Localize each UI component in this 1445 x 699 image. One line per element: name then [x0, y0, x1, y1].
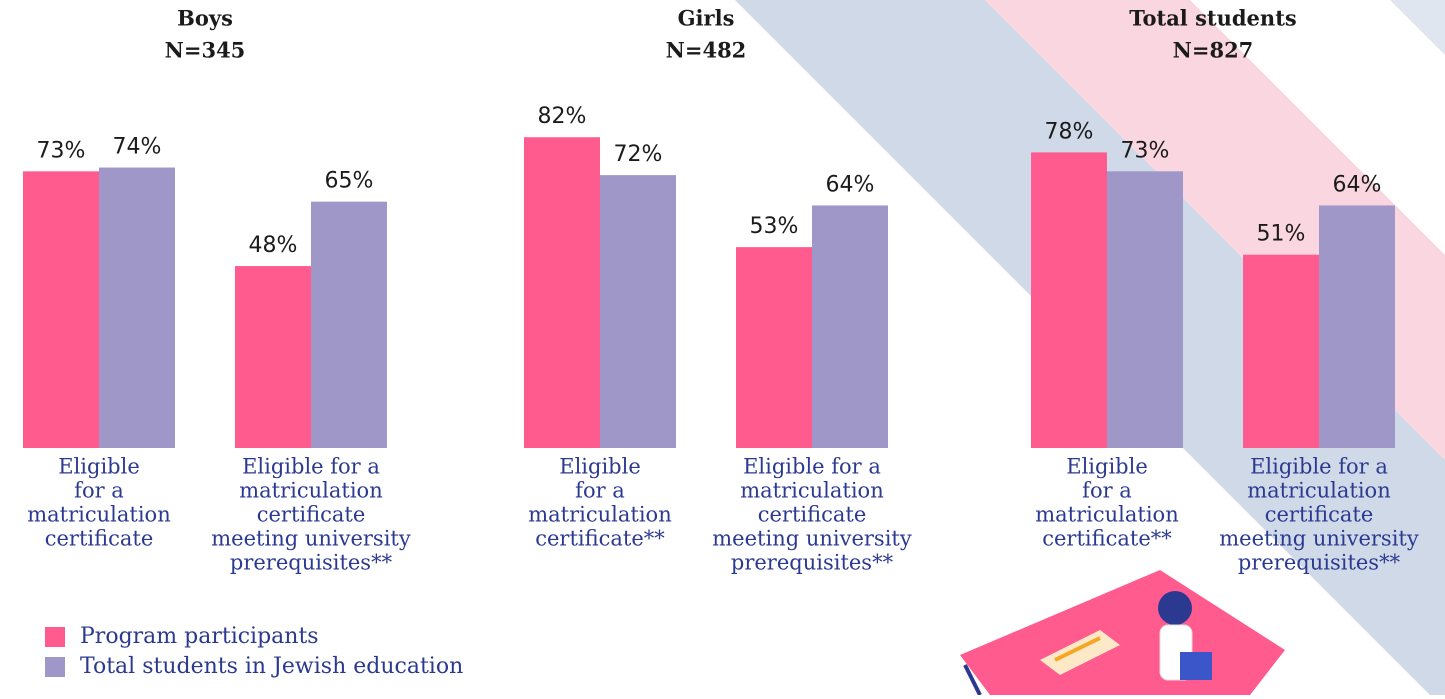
head — [1158, 591, 1192, 625]
bar — [1243, 254, 1319, 448]
category-label: matriculation — [740, 479, 883, 503]
value-label: 78% — [1045, 119, 1094, 144]
category-label: for a — [575, 479, 625, 503]
stripe — [1390, 0, 1445, 55]
legend-label: Total students in Jewish education — [80, 654, 463, 679]
panel-title: Total students — [1129, 6, 1296, 31]
panel-subtitle: N=482 — [666, 38, 747, 63]
value-label: 65% — [325, 169, 374, 194]
category-label: matriculation — [239, 479, 382, 503]
chair — [963, 664, 982, 696]
desk — [960, 570, 1285, 695]
bar — [736, 247, 812, 448]
value-label: 64% — [1333, 172, 1382, 197]
category-label: certificate — [257, 503, 366, 527]
value-label: 48% — [249, 233, 298, 258]
value-label: 53% — [750, 214, 799, 239]
category-label: certificate — [758, 503, 867, 527]
bar — [311, 201, 387, 448]
bar — [23, 171, 99, 448]
value-label: 73% — [1121, 138, 1170, 163]
legend-label: Program participants — [80, 624, 319, 649]
category-label: Eligible — [58, 455, 140, 479]
category-label: matriculation — [27, 503, 170, 527]
category-label: prerequisites** — [1238, 551, 1401, 575]
category-label: Eligible for a — [1250, 455, 1388, 479]
category-label: certificate — [1265, 503, 1374, 527]
value-label: 72% — [614, 142, 663, 167]
bar — [1319, 205, 1395, 448]
paper-line — [1054, 636, 1101, 662]
category-label: certificate** — [535, 527, 665, 551]
category-label: Eligible for a — [242, 455, 380, 479]
category-label: meeting university — [1219, 527, 1419, 551]
book — [1180, 652, 1212, 680]
category-label: meeting university — [712, 527, 912, 551]
category-label: certificate — [45, 527, 154, 551]
category-label: prerequisites** — [731, 551, 894, 575]
panel-title: Girls — [678, 6, 735, 31]
legend-swatch — [45, 627, 65, 647]
value-label: 64% — [826, 172, 875, 197]
value-label: 82% — [538, 104, 587, 129]
panel-subtitle: N=345 — [165, 38, 246, 63]
category-label: Eligible — [1066, 455, 1148, 479]
panel-title: Boys — [177, 6, 233, 31]
category-label: matriculation — [1035, 503, 1178, 527]
legend-swatch — [45, 657, 65, 677]
category-label: Eligible — [559, 455, 641, 479]
bar — [235, 266, 311, 448]
paper — [1040, 630, 1120, 675]
bar — [812, 205, 888, 448]
illustration — [960, 570, 1285, 696]
category-label: matriculation — [1247, 479, 1390, 503]
bar — [99, 167, 175, 449]
value-label: 73% — [37, 138, 86, 163]
bar — [1107, 171, 1183, 448]
category-label: meeting university — [211, 527, 411, 551]
category-label: for a — [74, 479, 124, 503]
category-label: prerequisites** — [230, 551, 393, 575]
value-label: 51% — [1257, 222, 1306, 247]
category-label: certificate** — [1042, 527, 1172, 551]
bar — [600, 175, 676, 448]
bar — [524, 137, 600, 448]
category-label: for a — [1082, 479, 1132, 503]
panel-subtitle: N=827 — [1173, 38, 1254, 63]
category-label: Eligible for a — [743, 455, 881, 479]
value-label: 74% — [113, 135, 162, 160]
category-label: matriculation — [528, 503, 671, 527]
bar — [1031, 152, 1107, 448]
